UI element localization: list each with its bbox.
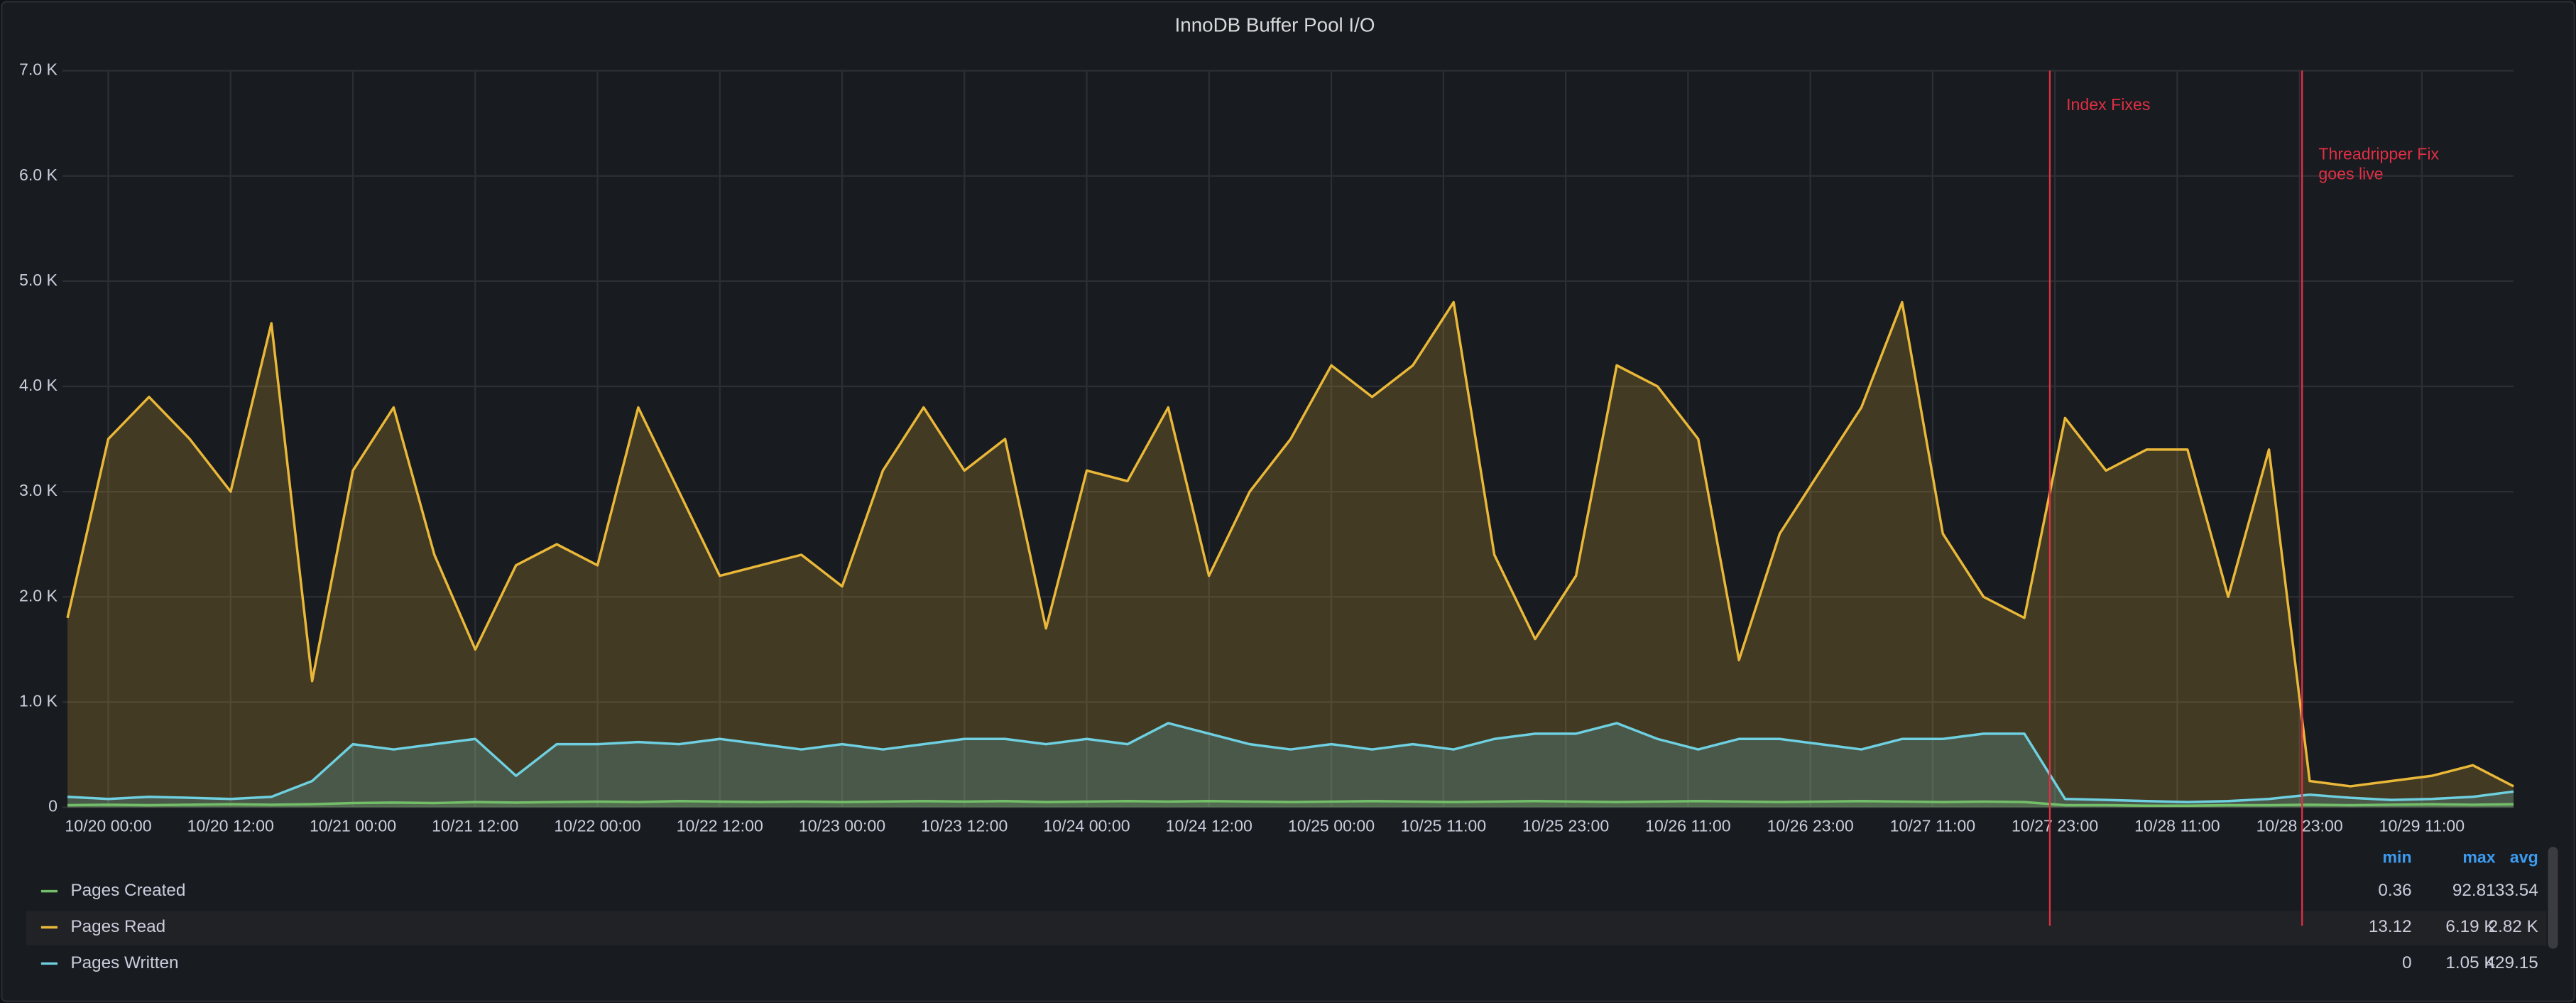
- legend-value: 1.05 K: [2445, 953, 2495, 972]
- x-tick-label: 10/26 11:00: [1645, 816, 1730, 835]
- legend-value: 0.36: [2378, 881, 2411, 900]
- series-line: [66, 300, 2514, 788]
- x-tick-label: 10/23 12:00: [921, 816, 1008, 835]
- x-tick-label: 10/23 00:00: [799, 816, 885, 835]
- x-tick-label: 10/26 23:00: [1767, 816, 1854, 835]
- y-tick-label: 6.0 K: [19, 166, 58, 184]
- x-tick-label: 10/27 11:00: [1890, 816, 1975, 835]
- x-tick-label: 10/28 11:00: [2134, 816, 2220, 835]
- x-tick-label: 10/29 11:00: [2379, 816, 2465, 835]
- x-tick-label: 10/25 11:00: [1401, 816, 1486, 835]
- y-tick-label: 5.0 K: [19, 271, 58, 289]
- x-tick-label: 10/21 00:00: [310, 816, 396, 835]
- y-tick-label: 0: [48, 797, 58, 815]
- legend-header: min: [2383, 847, 2412, 866]
- legend-header: avg: [2510, 847, 2538, 866]
- x-tick-label: 10/24 12:00: [1166, 816, 1252, 835]
- legend-value: 0: [2402, 953, 2412, 972]
- y-tick-label: 3.0 K: [19, 481, 58, 499]
- legend-name: Pages Created: [70, 881, 185, 900]
- legend-value: 2.82 K: [2489, 917, 2538, 936]
- x-tick-label: 10/22 12:00: [677, 816, 763, 835]
- x-tick-label: 10/20 12:00: [187, 816, 274, 835]
- annotation: Index Fixes: [2066, 97, 2151, 116]
- x-tick-label: 10/25 23:00: [1522, 816, 1609, 835]
- y-tick-label: 2.0 K: [19, 586, 58, 604]
- series-area: [67, 302, 2514, 808]
- legend-name: Pages Written: [70, 953, 178, 972]
- x-tick-label: 10/25 00:00: [1288, 816, 1375, 835]
- x-tick-label: 10/28 23:00: [2256, 816, 2343, 835]
- annotation-text: Threadripper Fix goes live: [2318, 146, 2440, 185]
- y-tick-label: 4.0 K: [19, 376, 58, 394]
- x-tick-label: 10/20 00:00: [65, 816, 151, 835]
- series-line: [67, 722, 2514, 803]
- legend-row-highlight: [26, 911, 2547, 945]
- annotation-text: Index Fixes: [2066, 97, 2151, 116]
- legend-header: max: [2462, 847, 2495, 866]
- scrollbar: [2548, 847, 2558, 949]
- legend-value: 33.54: [2495, 881, 2538, 900]
- x-tick-label: 10/27 23:00: [2012, 816, 2098, 835]
- x-tick-label: 10/21 12:00: [432, 816, 518, 835]
- panel-title: InnoDB Buffer Pool I/O: [1175, 13, 1375, 36]
- legend-value: 6.19 K: [2445, 917, 2495, 936]
- legend-value: 92.81: [2452, 881, 2496, 900]
- y-tick-label: 1.0 K: [19, 692, 58, 710]
- y-tick-label: 7.0 K: [19, 60, 58, 79]
- legend-value: 13.12: [2369, 917, 2412, 936]
- annotation: Threadripper Fix goes live: [2318, 146, 2440, 185]
- legend-name: Pages Read: [70, 917, 165, 936]
- x-tick-label: 10/24 00:00: [1043, 816, 1130, 835]
- series-line: [67, 800, 2514, 807]
- legend-value: 429.15: [2486, 953, 2538, 972]
- x-tick-label: 10/22 00:00: [554, 816, 640, 835]
